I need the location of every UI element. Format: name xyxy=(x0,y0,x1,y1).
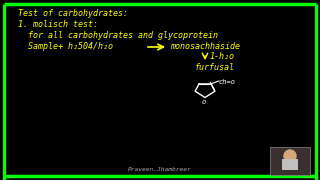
Text: monosachhaside: monosachhaside xyxy=(170,42,240,51)
Circle shape xyxy=(284,150,296,162)
Text: ch=o: ch=o xyxy=(219,79,236,85)
Text: Test of carbohydrates:: Test of carbohydrates: xyxy=(18,9,128,18)
Text: Sample+ h₂504/h₂o: Sample+ h₂504/h₂o xyxy=(28,42,113,51)
Text: 1. molisch test:: 1. molisch test: xyxy=(18,20,98,29)
FancyBboxPatch shape xyxy=(270,147,310,175)
Text: 1-h₂o: 1-h₂o xyxy=(210,52,235,61)
Text: o: o xyxy=(202,98,206,105)
Text: for all carbohydrates and glycoprotein: for all carbohydrates and glycoprotein xyxy=(28,31,218,40)
Text: furfusal: furfusal xyxy=(195,63,235,72)
Text: Praveen.Jhambreer: Praveen.Jhambreer xyxy=(128,167,192,172)
FancyBboxPatch shape xyxy=(282,159,298,170)
